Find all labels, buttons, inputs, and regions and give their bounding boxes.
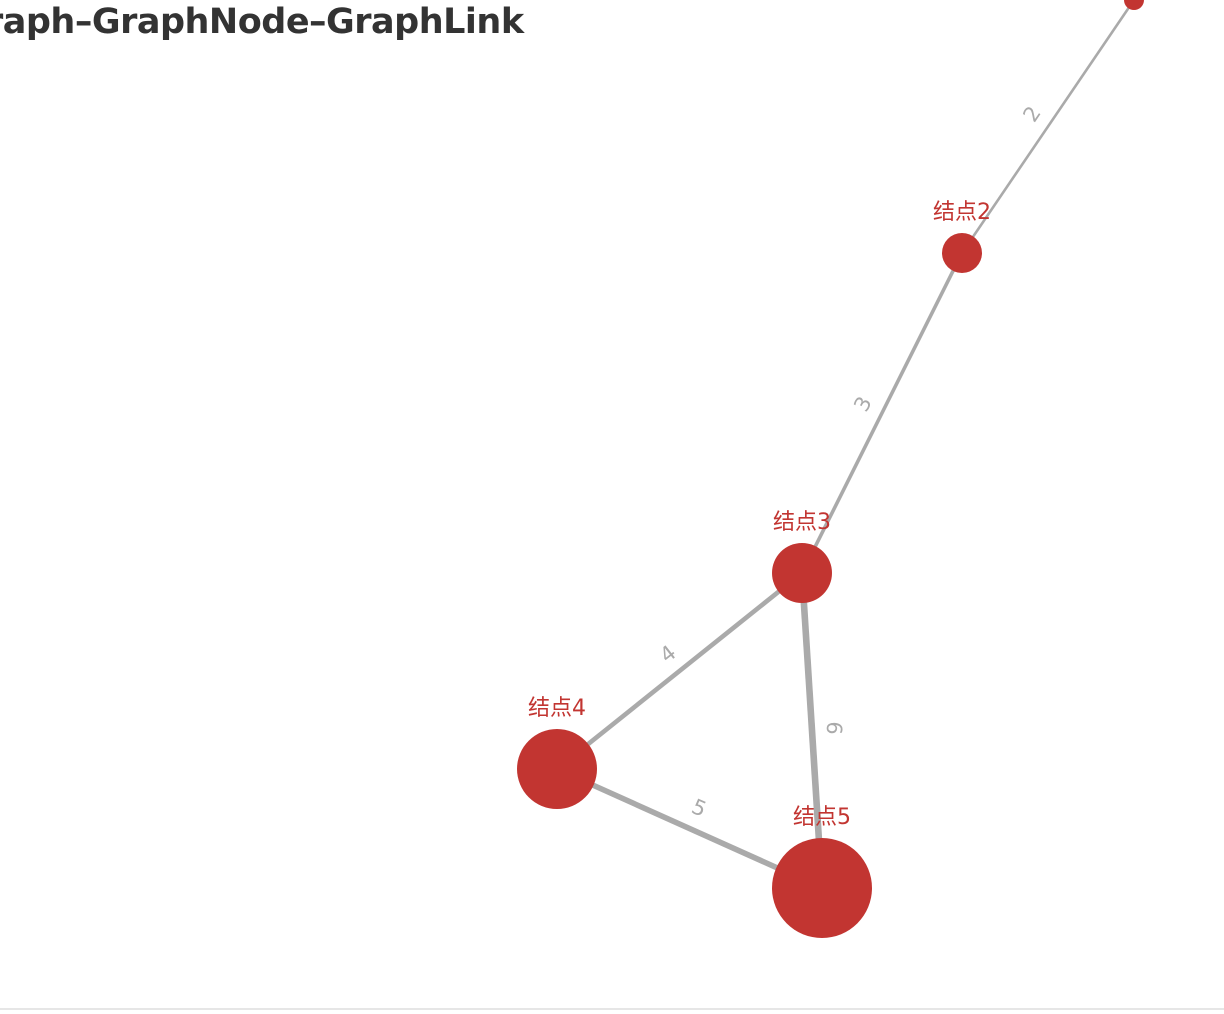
graph-link-n1-n2[interactable] bbox=[960, 0, 1136, 254]
node-labels-layer: 结点2 结点3 结点4 结点5 bbox=[528, 200, 991, 830]
link-label: 6 bbox=[822, 721, 847, 736]
link-label: 3 bbox=[849, 392, 876, 415]
graph-link-n3-n4[interactable] bbox=[555, 571, 804, 771]
link-label: 4 bbox=[655, 640, 680, 667]
graph-link-n3-n5[interactable] bbox=[798, 572, 826, 889]
node-label: 结点4 bbox=[528, 696, 586, 721]
graph-node-n1[interactable] bbox=[1124, 0, 1144, 10]
links-layer bbox=[555, 0, 1136, 891]
bottom-divider bbox=[0, 1008, 1224, 1010]
graph-node-n3[interactable] bbox=[772, 543, 832, 603]
chart-title: raph–GraphNode–GraphLink bbox=[0, 2, 524, 42]
graph-node-n4[interactable] bbox=[517, 729, 597, 809]
nodes-layer bbox=[517, 0, 1144, 938]
node-label: 结点2 bbox=[933, 200, 991, 225]
link-label: 5 bbox=[688, 794, 710, 821]
link-label: 2 bbox=[1018, 102, 1045, 127]
graph-link-n2-n3[interactable] bbox=[800, 252, 964, 574]
node-label: 结点3 bbox=[773, 510, 831, 535]
graph-node-n5[interactable] bbox=[772, 838, 872, 938]
graph-node-n2[interactable] bbox=[942, 233, 982, 273]
node-label: 结点5 bbox=[793, 805, 851, 830]
